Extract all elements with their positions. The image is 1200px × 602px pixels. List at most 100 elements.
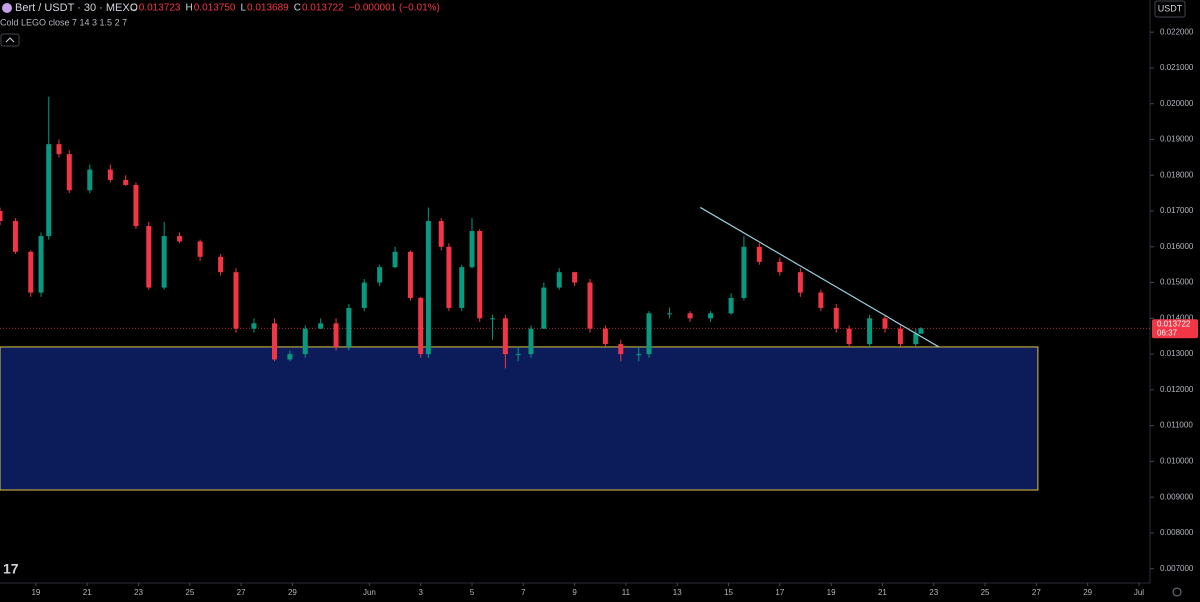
candle-body	[867, 318, 873, 345]
candle-body	[66, 154, 72, 191]
x-tick-label: 19	[31, 588, 40, 597]
candle-body	[38, 236, 44, 293]
header-l-label: L	[240, 3, 246, 14]
trendline	[700, 206, 940, 348]
settings-icon[interactable]	[1172, 587, 1182, 597]
logo: 17	[3, 561, 19, 577]
candle-body	[161, 236, 167, 288]
candle-body	[361, 282, 367, 308]
y-tick-label: 0.014000	[1160, 313, 1194, 322]
x-tick-label: 23	[134, 588, 143, 597]
y-tick-label: 0.015000	[1160, 278, 1194, 287]
candle-body	[528, 328, 534, 355]
candle-body	[797, 272, 803, 293]
header-open: 0.013723	[139, 3, 181, 14]
x-tick-label: 13	[673, 588, 682, 597]
x-tick-label: Jul	[1134, 588, 1144, 597]
candle-body	[197, 241, 203, 257]
candle-body	[333, 323, 339, 347]
x-tick-label: 9	[572, 588, 577, 597]
candle-body	[618, 344, 624, 355]
currency-label: USDT	[1158, 3, 1183, 13]
x-tick-label: 5	[470, 588, 475, 597]
x-tick-label: 29	[1083, 588, 1092, 597]
candle-body	[46, 144, 52, 237]
symbol-icon	[2, 3, 12, 13]
candle-body	[177, 236, 183, 242]
x-tick-label: 25	[185, 588, 194, 597]
candle-body	[708, 313, 714, 319]
candle-body	[133, 184, 139, 227]
countdown-label: 06:37	[1157, 328, 1178, 337]
y-tick-label: 0.016000	[1160, 242, 1194, 251]
candle-body	[418, 297, 424, 355]
candle-body	[777, 261, 783, 273]
x-tick-label: 17	[775, 588, 784, 597]
candle-body	[87, 169, 93, 191]
candle-body	[636, 354, 642, 356]
x-tick-label: 19	[827, 588, 836, 597]
candle-body	[502, 318, 508, 355]
y-tick-label: 0.019000	[1160, 135, 1194, 144]
y-tick-label: 0.007000	[1160, 564, 1194, 573]
y-tick-label: 0.018000	[1160, 170, 1194, 179]
x-tick-label: Jun	[363, 588, 376, 597]
x-tick-label: 3	[418, 588, 423, 597]
candle-body	[477, 231, 483, 319]
header-high: 0.013750	[194, 3, 236, 14]
y-tick-label: 0.021000	[1160, 63, 1194, 72]
candle-body	[123, 179, 129, 185]
y-tick-label: 0.008000	[1160, 528, 1194, 537]
candle-body	[438, 221, 444, 247]
candle-body	[913, 333, 919, 345]
candle-body	[741, 246, 747, 298]
candle-body	[572, 272, 578, 283]
candle-body	[556, 272, 562, 288]
candle-body	[459, 267, 465, 308]
candle-body	[918, 328, 924, 334]
y-tick-label: 0.022000	[1160, 27, 1194, 36]
header-h-label: H	[186, 3, 193, 14]
candle-body	[882, 318, 888, 329]
y-tick-label: 0.013000	[1160, 349, 1194, 358]
candle-body	[377, 267, 383, 283]
ohlc-header: O 0.013723 H 0.013750 L 0.013689 C 0.013722 −0.0…	[130, 3, 440, 14]
header-o-label: O	[130, 3, 138, 14]
candle-body	[392, 251, 398, 268]
candle-body	[251, 323, 257, 329]
x-tick-label: 15	[724, 588, 733, 597]
header-change: −0.000001 (−0.01%)	[349, 3, 440, 14]
x-tick-label: 29	[288, 588, 297, 597]
x-tick-label: 27	[237, 588, 246, 597]
y-tick-label: 0.020000	[1160, 99, 1194, 108]
candle-body	[346, 307, 352, 347]
collapse-icon	[5, 37, 15, 43]
candle-body	[541, 287, 547, 329]
candle-body	[846, 328, 852, 345]
candle-body	[667, 313, 673, 315]
plot-area	[0, 96, 1150, 491]
x-tick-label: 7	[521, 588, 526, 597]
currency-button[interactable]	[1154, 0, 1186, 18]
last-price-label: 0.013722	[1157, 319, 1191, 328]
symbol-title: Bert / USDT · 30 · MEXC	[15, 2, 138, 14]
candle-body	[587, 282, 593, 329]
candle-body	[271, 323, 277, 360]
y-tick-label: 0.009000	[1160, 492, 1194, 501]
candle-body	[287, 354, 293, 360]
y-tick-label: 0.017000	[1160, 206, 1194, 215]
candle-body	[56, 144, 62, 155]
candle-body	[318, 323, 324, 329]
x-tick-label: 21	[83, 588, 92, 597]
candle-body	[407, 251, 413, 298]
candle-body	[756, 246, 762, 262]
collapse-button[interactable]	[0, 33, 20, 47]
candle-body	[146, 226, 152, 288]
candle-body	[833, 307, 839, 329]
header-c-label: C	[294, 3, 301, 14]
x-tick-label: 21	[878, 588, 887, 597]
candle-body	[687, 313, 693, 319]
